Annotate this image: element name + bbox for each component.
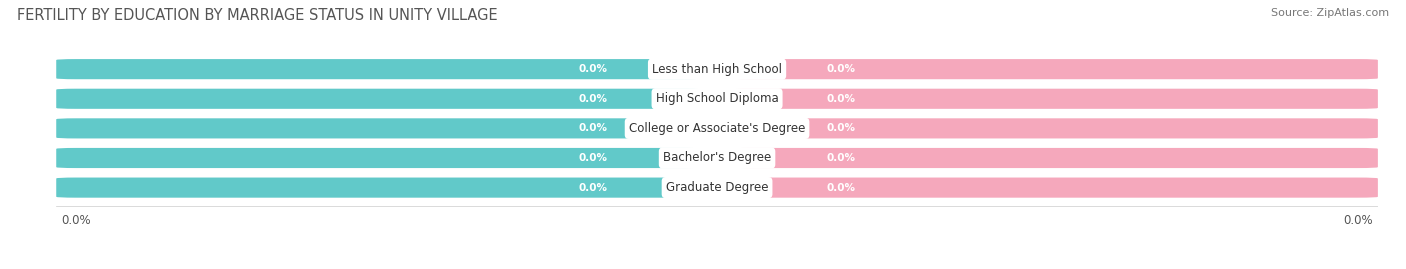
Text: 0.0%: 0.0%: [578, 64, 607, 74]
Text: 0.0%: 0.0%: [827, 94, 856, 104]
FancyBboxPatch shape: [56, 89, 704, 109]
FancyBboxPatch shape: [56, 148, 704, 168]
Text: 0.0%: 0.0%: [578, 94, 607, 104]
FancyBboxPatch shape: [56, 178, 1378, 198]
Text: Graduate Degree: Graduate Degree: [666, 181, 768, 194]
Text: 0.0%: 0.0%: [827, 123, 856, 133]
FancyBboxPatch shape: [56, 118, 1378, 139]
FancyBboxPatch shape: [56, 59, 1378, 79]
Text: College or Associate's Degree: College or Associate's Degree: [628, 122, 806, 135]
Text: 0.0%: 0.0%: [827, 183, 856, 193]
FancyBboxPatch shape: [56, 89, 1378, 109]
FancyBboxPatch shape: [56, 118, 704, 139]
Text: 0.0%: 0.0%: [827, 64, 856, 74]
FancyBboxPatch shape: [56, 148, 1378, 168]
FancyBboxPatch shape: [730, 59, 1378, 79]
Text: 0.0%: 0.0%: [578, 153, 607, 163]
FancyBboxPatch shape: [730, 118, 1378, 139]
Text: Less than High School: Less than High School: [652, 63, 782, 76]
FancyBboxPatch shape: [730, 178, 1378, 198]
Text: Bachelor's Degree: Bachelor's Degree: [664, 151, 770, 165]
FancyBboxPatch shape: [56, 178, 704, 198]
Text: FERTILITY BY EDUCATION BY MARRIAGE STATUS IN UNITY VILLAGE: FERTILITY BY EDUCATION BY MARRIAGE STATU…: [17, 8, 498, 23]
Text: Source: ZipAtlas.com: Source: ZipAtlas.com: [1271, 8, 1389, 18]
FancyBboxPatch shape: [730, 89, 1378, 109]
FancyBboxPatch shape: [56, 59, 704, 79]
Legend: Married, Unmarried: Married, Unmarried: [0, 264, 146, 269]
Text: High School Diploma: High School Diploma: [655, 92, 779, 105]
FancyBboxPatch shape: [730, 148, 1378, 168]
Text: 0.0%: 0.0%: [827, 153, 856, 163]
Text: 0.0%: 0.0%: [578, 123, 607, 133]
Text: 0.0%: 0.0%: [578, 183, 607, 193]
